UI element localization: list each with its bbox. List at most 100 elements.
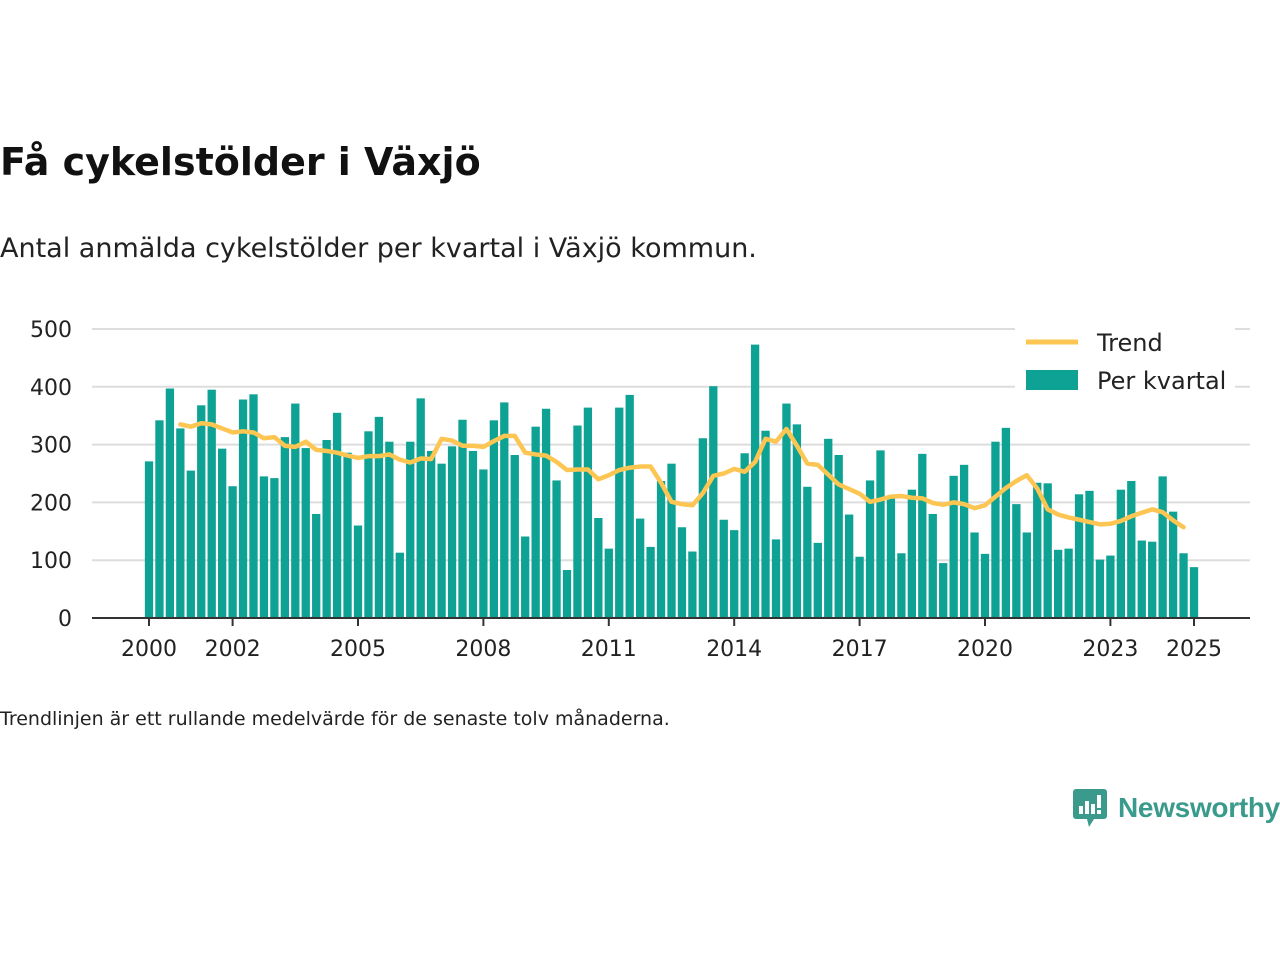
bar bbox=[1189, 567, 1199, 618]
bar bbox=[1001, 427, 1011, 618]
y-tick-label: 400 bbox=[30, 376, 72, 401]
y-tick-label: 0 bbox=[58, 607, 72, 632]
x-tick-label: 2011 bbox=[581, 637, 637, 662]
bar bbox=[238, 399, 248, 618]
bar bbox=[280, 437, 289, 618]
bar bbox=[385, 441, 394, 618]
bar bbox=[510, 455, 519, 618]
bar bbox=[1137, 540, 1146, 618]
bar bbox=[1095, 559, 1105, 618]
legend-bar-label: Per kvartal bbox=[1097, 367, 1226, 395]
bar bbox=[1033, 482, 1042, 618]
bar bbox=[270, 478, 279, 618]
legend-trend-label: Trend bbox=[1096, 329, 1163, 357]
bar bbox=[845, 514, 854, 618]
x-tick-label: 2025 bbox=[1166, 637, 1222, 662]
bar bbox=[656, 481, 666, 618]
bar bbox=[322, 439, 331, 618]
legend: Trend Per kvartal bbox=[1015, 328, 1235, 400]
bar bbox=[228, 486, 237, 618]
x-tick-label: 2020 bbox=[957, 637, 1013, 662]
bar bbox=[332, 412, 342, 618]
bar bbox=[771, 539, 781, 618]
bar bbox=[1064, 548, 1073, 618]
bar bbox=[552, 480, 561, 618]
bar bbox=[291, 403, 300, 618]
bar bbox=[541, 408, 551, 618]
bar bbox=[437, 463, 446, 618]
legend-bar-swatch bbox=[1026, 370, 1078, 390]
bar bbox=[155, 420, 164, 618]
bar bbox=[594, 518, 603, 618]
bar bbox=[1179, 553, 1188, 618]
bar bbox=[395, 552, 404, 618]
bar bbox=[1085, 490, 1094, 618]
bar bbox=[1158, 476, 1167, 618]
bar bbox=[301, 448, 310, 618]
x-axis-ticks: 2000 2002 2005 2008 2011 2014 2017 2020 2023 2025 bbox=[121, 618, 1222, 662]
bar bbox=[761, 430, 770, 618]
bar bbox=[970, 532, 979, 618]
bar bbox=[646, 546, 655, 618]
bar bbox=[259, 476, 269, 618]
bar bbox=[374, 416, 384, 618]
y-tick-label: 300 bbox=[30, 434, 72, 459]
bar bbox=[918, 453, 927, 618]
bar bbox=[468, 450, 478, 618]
bar bbox=[615, 407, 624, 618]
y-tick-label: 500 bbox=[30, 318, 72, 343]
bar bbox=[1022, 532, 1031, 618]
bar bbox=[740, 453, 749, 618]
bar bbox=[165, 388, 175, 618]
bar bbox=[855, 556, 864, 618]
bar bbox=[834, 455, 843, 618]
newsworthy-logo-icon bbox=[1073, 789, 1107, 827]
bar bbox=[562, 570, 572, 618]
bar bbox=[1043, 483, 1052, 618]
bar bbox=[583, 407, 593, 618]
chart: 0 100 200 300 400 500 2000 2002 2005 2008 2011 201… bbox=[30, 318, 1250, 662]
newsworthy-logo[interactable]: Newsworthy bbox=[1072, 786, 1280, 830]
bar bbox=[813, 542, 822, 618]
x-tick-label: 2008 bbox=[455, 637, 511, 662]
bar bbox=[803, 486, 812, 618]
chart-subtitle: Antal anmälda cykelstölder per kvartal i… bbox=[0, 233, 757, 264]
bar bbox=[573, 425, 582, 618]
bar bbox=[928, 513, 937, 618]
bar bbox=[1074, 494, 1084, 618]
bar bbox=[750, 344, 760, 618]
bar bbox=[698, 438, 707, 618]
bar bbox=[364, 431, 373, 618]
bar bbox=[907, 489, 916, 618]
bar bbox=[1054, 549, 1063, 618]
bar bbox=[1116, 489, 1125, 618]
bar bbox=[604, 548, 613, 618]
chart-title: Få cykelstölder i Växjö bbox=[0, 140, 481, 184]
bar bbox=[479, 469, 488, 618]
bar bbox=[207, 389, 216, 618]
bar bbox=[876, 450, 885, 618]
bar bbox=[949, 475, 958, 618]
bar bbox=[865, 480, 875, 618]
bar bbox=[1168, 511, 1178, 618]
bar bbox=[824, 438, 833, 618]
footnote: Trendlinjen är ett rullande medelvärde f… bbox=[0, 708, 670, 730]
bar bbox=[458, 419, 467, 618]
x-tick-label: 2000 bbox=[121, 637, 177, 662]
bar bbox=[176, 428, 185, 618]
bar-series bbox=[144, 344, 1199, 618]
bar bbox=[249, 394, 258, 618]
newsworthy-logo-text: Newsworthy bbox=[1118, 792, 1280, 823]
y-tick-label: 100 bbox=[30, 549, 72, 574]
bar bbox=[447, 446, 457, 618]
bar bbox=[144, 461, 154, 618]
bar bbox=[980, 553, 990, 618]
bar bbox=[886, 496, 896, 618]
trend-line bbox=[178, 420, 1186, 530]
x-tick-label: 2017 bbox=[832, 637, 888, 662]
bar bbox=[531, 426, 540, 618]
bar bbox=[636, 518, 645, 618]
bar bbox=[792, 424, 802, 618]
bar bbox=[709, 386, 718, 618]
bar bbox=[343, 452, 352, 618]
